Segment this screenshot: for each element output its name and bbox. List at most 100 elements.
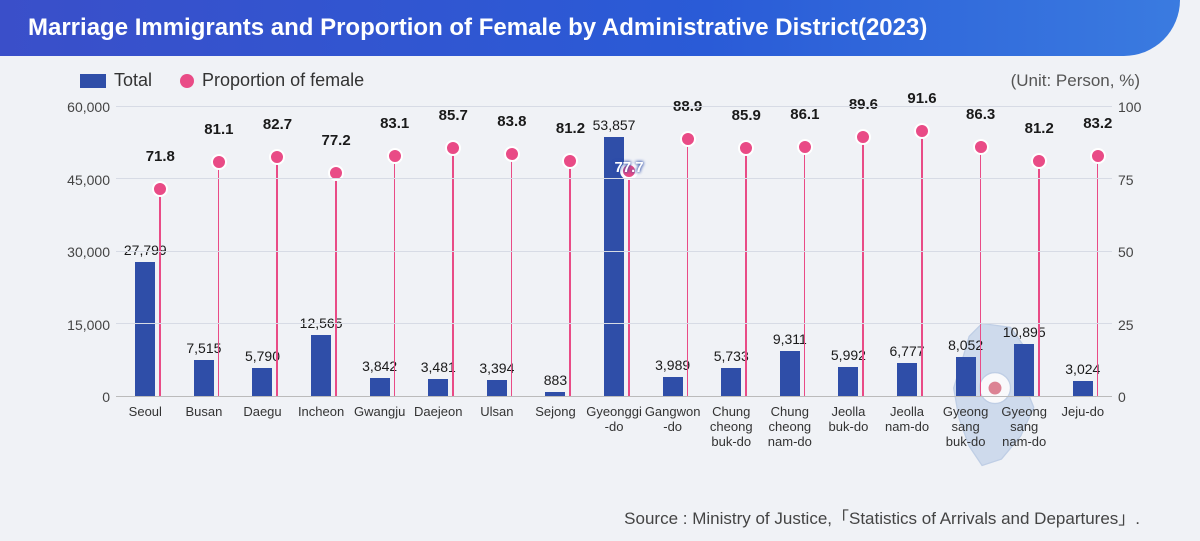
x-category-label: Gwangju xyxy=(350,399,409,467)
y-right-tick: 25 xyxy=(1118,317,1134,333)
lollipop-dot xyxy=(269,149,285,165)
bar xyxy=(487,380,507,396)
bar xyxy=(721,368,741,396)
legend-dot-swatch xyxy=(180,74,194,88)
bar-value-label: 7,515 xyxy=(186,340,221,356)
bar xyxy=(545,392,565,396)
lollipop-line xyxy=(1038,161,1040,396)
bar-value-label: 3,842 xyxy=(362,358,397,374)
y-right-tick: 75 xyxy=(1118,172,1134,188)
data-slot: 53,85777.7 xyxy=(585,107,644,396)
y-right-tick: 100 xyxy=(1118,99,1141,115)
data-slot: 9,311 86.1 xyxy=(761,107,820,396)
lollipop-value-label: 81.2 xyxy=(556,121,585,138)
legend-bar-swatch xyxy=(80,74,106,88)
lollipop-line xyxy=(569,161,571,396)
lollipop-value-label: 81.1 xyxy=(204,121,233,138)
legend-proportion-label: Proportion of female xyxy=(202,70,364,91)
x-category-label: Jeollabuk-do xyxy=(819,399,878,467)
data-slot: 3,481 85.7 xyxy=(409,107,468,396)
y-axis-left: 015,00030,00045,00060,000 xyxy=(60,107,116,397)
x-category-label: Chungcheongnam-do xyxy=(761,399,820,467)
data-slot: 5,79082.7 xyxy=(233,107,292,396)
lollipop-dot xyxy=(797,139,813,155)
chart-area: 015,00030,00045,00060,000 0255075100 27,… xyxy=(60,97,1150,467)
lollipop-dot xyxy=(562,153,578,169)
bar xyxy=(252,368,272,396)
lollipop-value-label: 83.2 xyxy=(1083,115,1112,132)
lollipop-dot xyxy=(387,148,403,164)
lollipop-value-label: 85.7 xyxy=(439,108,468,125)
x-axis-labels: SeoulBusanDaeguIncheonGwangjuDaejeonUlsa… xyxy=(116,399,1112,467)
bar-value-label: 883 xyxy=(544,372,567,388)
y-axis-right: 0255075100 xyxy=(1112,107,1150,397)
y-left-tick: 0 xyxy=(102,389,110,405)
bar-value-label: 8,052 xyxy=(948,337,983,353)
lollipop-line xyxy=(804,147,806,396)
x-category-label: Gangwon-do xyxy=(643,399,702,467)
source-text: Source : Ministry of Justice,「Statistics… xyxy=(624,504,1140,529)
bar-value-label: 3,394 xyxy=(479,360,514,376)
lollipop-dot xyxy=(152,181,168,197)
data-slot: 3,84283.1 xyxy=(350,107,409,396)
y-left-tick: 60,000 xyxy=(67,99,110,115)
lollipop-dot xyxy=(855,129,871,145)
bar-value-label: 3,481 xyxy=(421,359,456,375)
lollipop-line xyxy=(511,154,513,396)
lollipop-line xyxy=(394,156,396,396)
x-category-label: Seoul xyxy=(116,399,175,467)
x-category-label: Sejong xyxy=(526,399,585,467)
bar xyxy=(311,335,331,396)
lollipop-value-label: 89.6 xyxy=(849,96,878,113)
legend-total-label: Total xyxy=(114,70,152,91)
lollipop-dot xyxy=(680,131,696,147)
lollipop-value-label: 83.8 xyxy=(497,113,526,130)
bar-value-label: 5,790 xyxy=(245,348,280,364)
x-category-label: Busan xyxy=(175,399,234,467)
bar-value-label: 3,024 xyxy=(1065,361,1100,377)
x-category-label: Daegu xyxy=(233,399,292,467)
lollipop-line xyxy=(335,173,337,396)
bar xyxy=(780,351,800,396)
x-category-label: Chungcheongbuk-do xyxy=(702,399,761,467)
grid-line xyxy=(116,178,1112,179)
lollipop-dot xyxy=(445,140,461,156)
lollipop-line xyxy=(921,131,923,396)
bar-value-label: 6,777 xyxy=(889,343,924,359)
data-slot: 10,89581.2 xyxy=(995,107,1054,396)
lollipop-value-label: 86.1 xyxy=(790,106,819,123)
lollipop-dot xyxy=(973,139,989,155)
bar-value-label: 9,311 xyxy=(773,331,807,347)
data-slot: 3,394 83.8 xyxy=(468,107,527,396)
lollipop-value-label: 71.8 xyxy=(146,148,175,165)
bar xyxy=(428,379,448,396)
lollipop-line xyxy=(862,137,864,396)
data-slot: 883 81.2 xyxy=(526,107,585,396)
y-left-tick: 15,000 xyxy=(67,317,110,333)
data-slot: 8,05286.3 xyxy=(936,107,995,396)
bar xyxy=(956,357,976,396)
x-category-label: Gyeongsangbuk-do xyxy=(936,399,995,467)
legend-row: Total Proportion of female (Unit: Person… xyxy=(0,56,1200,91)
y-right-tick: 0 xyxy=(1118,389,1126,405)
lollipop-value-label: 81.2 xyxy=(1025,121,1054,138)
lollipop-line xyxy=(218,162,220,396)
bar xyxy=(663,377,683,396)
bar-value-label: 5,733 xyxy=(714,348,749,364)
bar xyxy=(838,367,858,396)
lollipop-line xyxy=(276,157,278,396)
y-left-tick: 30,000 xyxy=(67,244,110,260)
lollipop-dot xyxy=(504,146,520,162)
x-category-label: Gyeonggi-do xyxy=(585,399,644,467)
data-slot: 5,99289.6 xyxy=(819,107,878,396)
bar xyxy=(135,262,155,396)
grid-line xyxy=(116,251,1112,252)
lollipop-line xyxy=(452,148,454,396)
bar xyxy=(1073,381,1093,396)
lollipop-value-label: 85.9 xyxy=(732,107,761,124)
lollipop-dot xyxy=(1090,148,1106,164)
x-category-label: Ulsan xyxy=(468,399,527,467)
lollipop-line xyxy=(1097,156,1099,396)
data-slot: 12,56577.2 xyxy=(292,107,351,396)
data-slot: 7,515 81.1 xyxy=(175,107,234,396)
